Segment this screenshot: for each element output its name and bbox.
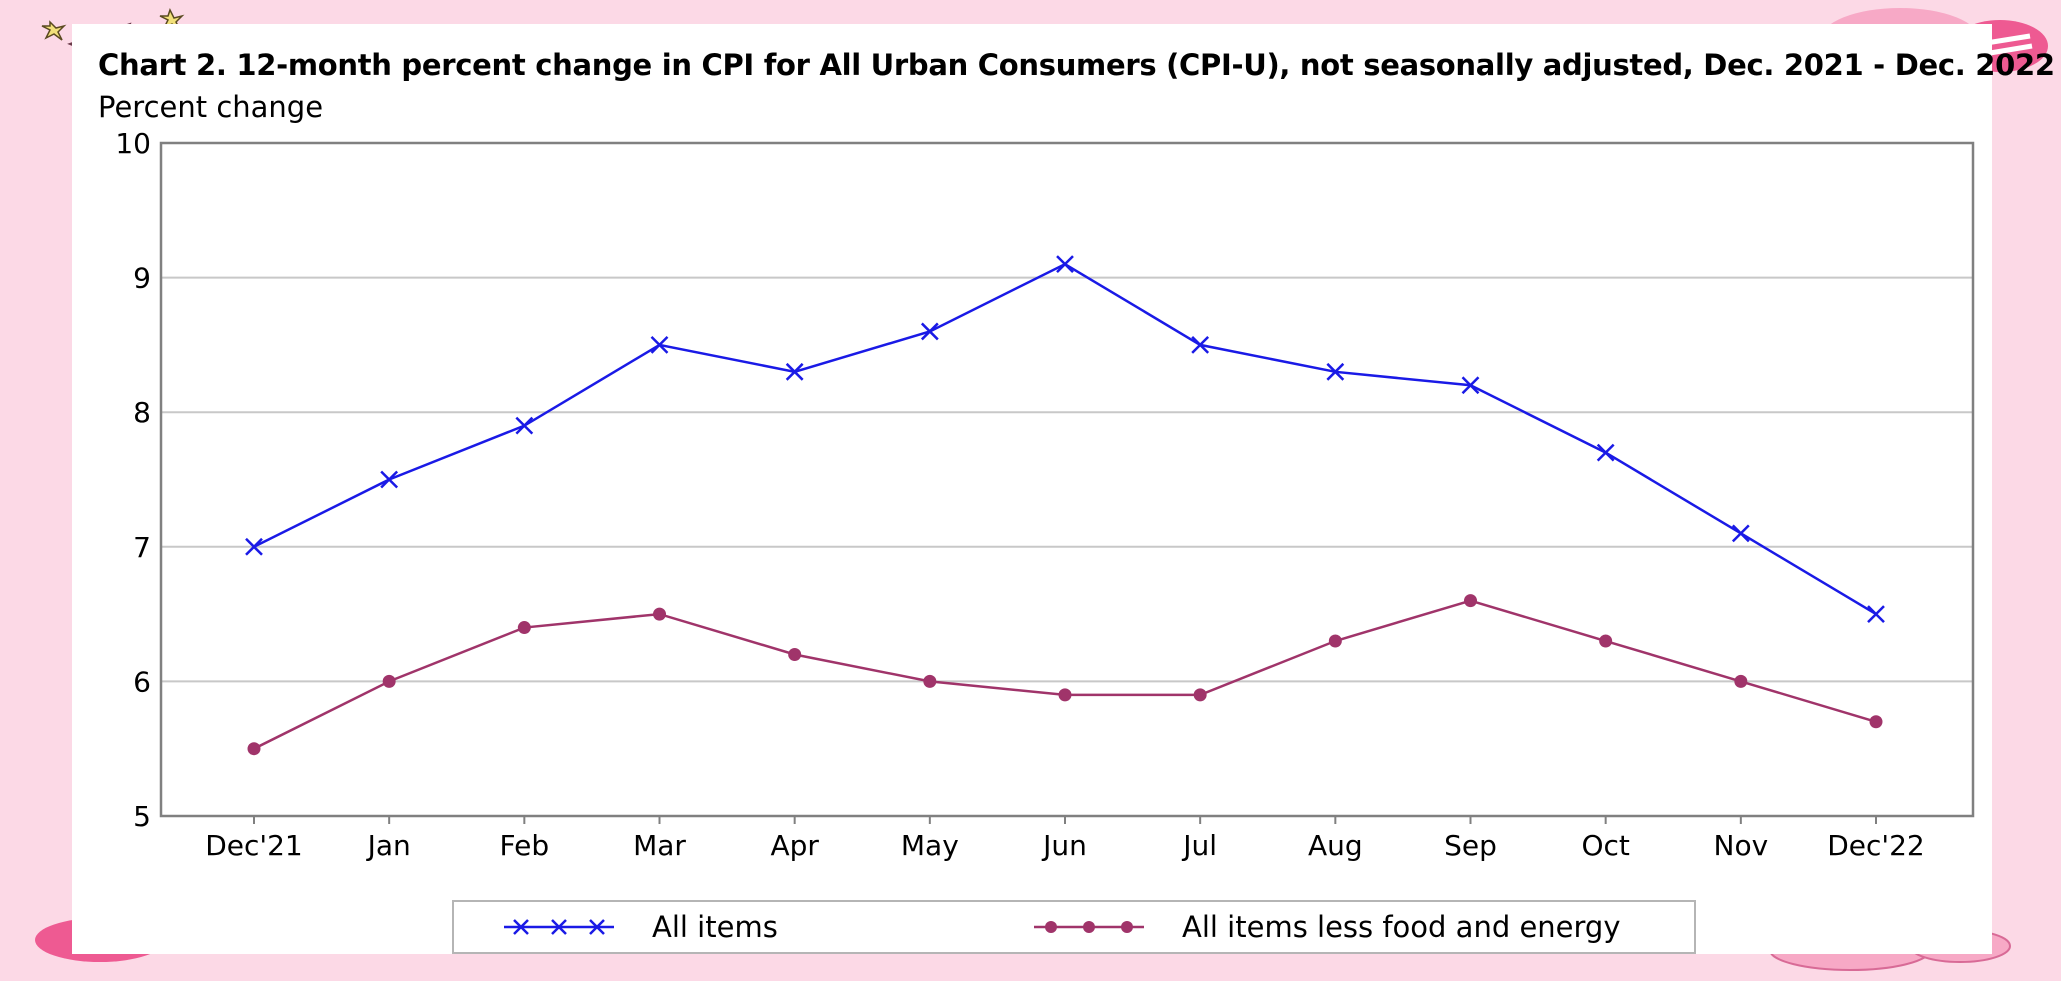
- data-point-dot-marker: [1058, 688, 1072, 702]
- y-tick-label: 6: [133, 665, 151, 698]
- chart-card: Chart 2. 12-month percent change in CPI …: [72, 24, 2055, 954]
- data-point-dot-marker: [1464, 594, 1477, 608]
- data-point-x-marker: [1191, 336, 1210, 354]
- data-point-dot-marker: [1869, 715, 1883, 729]
- x-tick-label: Jun: [1041, 829, 1087, 862]
- x-tick-label: May: [901, 829, 959, 862]
- x-marker-icon: [504, 919, 614, 935]
- x-tick-label: Aug: [1308, 829, 1363, 862]
- legend-item-all-items: All items: [504, 902, 778, 952]
- x-tick-label: Jan: [366, 829, 411, 862]
- data-point-dot-marker: [382, 674, 396, 688]
- data-point-dot-marker: [517, 621, 531, 635]
- data-point-x-marker: [515, 416, 534, 435]
- y-axis-label: Percent change: [98, 90, 324, 124]
- x-tick-label: Nov: [1714, 829, 1769, 862]
- data-point-x-marker: [1867, 605, 1885, 623]
- data-point-x-marker: [1461, 376, 1480, 395]
- chart-legend: All items All items less food and energy: [452, 900, 1696, 954]
- x-tick-label: Apr: [770, 829, 819, 862]
- legend-item-core: All items less food and energy: [1034, 902, 1621, 952]
- data-point-x-marker: [1596, 443, 1615, 462]
- chart-title: Chart 2. 12-month percent change in CPI …: [98, 48, 2055, 82]
- data-point-x-marker: [380, 470, 399, 489]
- x-tick-label: Dec'21: [205, 829, 303, 862]
- y-tick-label: 8: [133, 396, 151, 429]
- data-point-x-marker: [785, 362, 804, 381]
- data-point-dot-marker: [1599, 634, 1613, 648]
- plot-frame: [159, 141, 1975, 818]
- x-tick-label: Dec'22: [1827, 829, 1925, 862]
- x-tick-label: Mar: [633, 829, 686, 862]
- line-chart: 5 6 7 8 9 10 Dec'21 Jan Feb Mar Apr May Jun Jul Aug Sep…: [115, 127, 1975, 862]
- y-tick-label: 9: [133, 262, 151, 295]
- data-point-x-marker: [650, 336, 669, 354]
- x-tick-label: Sep: [1444, 829, 1497, 862]
- legend-label: All items: [652, 910, 778, 944]
- data-point-x-marker: [1056, 255, 1074, 274]
- x-tick-label: Jul: [1181, 829, 1217, 862]
- x-tick-label: Feb: [500, 829, 550, 862]
- data-point-x-marker: [1731, 524, 1750, 543]
- data-point-dot-marker: [1734, 674, 1748, 688]
- data-point-dot-marker: [247, 742, 261, 756]
- legend-label: All items less food and energy: [1182, 910, 1621, 944]
- data-point-x-marker: [920, 322, 939, 341]
- y-tick-label: 7: [133, 531, 151, 564]
- data-point-dot-marker: [1328, 634, 1342, 648]
- y-tick-label: 10: [115, 127, 151, 160]
- data-point-dot-marker: [653, 607, 666, 621]
- data-point-dot-marker: [1193, 688, 1207, 702]
- y-tick-label: 5: [133, 800, 151, 833]
- dot-marker-icon: [1034, 921, 1144, 933]
- data-point-x-marker: [245, 537, 263, 556]
- series-line-2: [253, 599, 1877, 750]
- data-point-dot-marker: [923, 674, 937, 688]
- x-tick-label: Oct: [1581, 829, 1629, 862]
- data-point-x-marker: [1326, 362, 1345, 381]
- series-line-1: [253, 262, 1877, 616]
- data-point-dot-marker: [788, 647, 802, 661]
